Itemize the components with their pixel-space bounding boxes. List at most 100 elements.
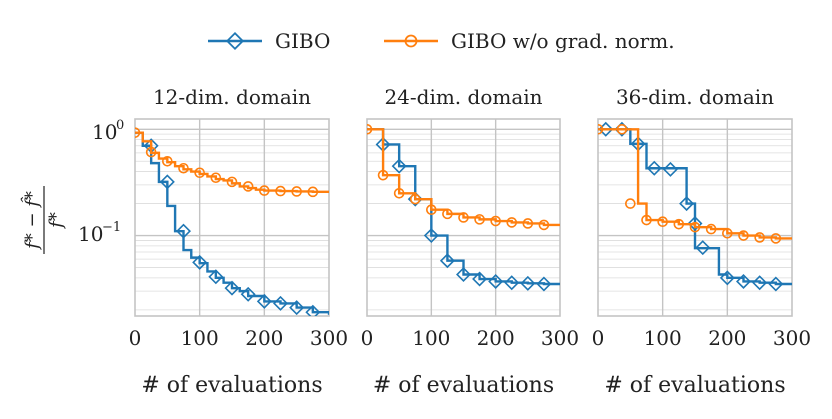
panel-2-marker-gibo-no-norm-10 [522, 218, 534, 229]
panel-3-marker-gibo-8 [719, 270, 735, 286]
panel-2-x-tick-0: 0 [361, 326, 374, 350]
panel-1-marker-gibo-3 [192, 254, 208, 270]
panel-2-marker-gibo-no-norm-7 [474, 214, 485, 225]
panel-1-marker-gibo-no-norm-9 [275, 185, 286, 197]
panel-1-marker-gibo-no-norm-2 [162, 155, 173, 167]
panel-3-x-tick-100: 100 [644, 326, 682, 350]
panel-1-marker-gibo-5 [224, 280, 240, 296]
panel-3-x-tick-300: 300 [773, 326, 811, 350]
panel-3-line-gibo-no-norm [598, 128, 792, 240]
panel-1-line-gibo-no-norm [135, 131, 329, 194]
panel-2-marker-gibo-3 [423, 228, 439, 244]
panel-2-marker-gibo-no-norm-1 [377, 169, 389, 181]
panel-3-marker-gibo-no-norm-6 [689, 221, 701, 233]
panel-2-frame [366, 118, 561, 317]
panel-2-marker-gibo-6 [472, 271, 488, 287]
panel-3-marker-gibo-no-norm-5 [673, 218, 685, 230]
legend-entry-gibo-no-norm: GIBO w/o grad. norm. [384, 29, 675, 53]
panels: 12-dim. domain 0 100 200 300 # of evaluations… [129, 85, 811, 398]
panel-2-marker-gibo-9 [520, 275, 536, 291]
panel-3-frame [597, 118, 793, 317]
panel-2-marker-gibo-no-norm-6 [458, 212, 469, 223]
panel-3-marker-gibo-11 [768, 276, 784, 292]
svg-text:0: 0 [116, 118, 124, 133]
y-axis-label: f* − f̂* f* [20, 186, 67, 254]
panel-1-marker-gibo-no-norm-4 [194, 167, 205, 179]
panel-2-marker-gibo-5 [456, 267, 471, 283]
panel-2-marker-gibo-4 [439, 253, 455, 269]
legend: GIBO GIBO w/o grad. norm. [208, 29, 675, 53]
panel-3-title: 36-dim. domain [616, 85, 774, 109]
legend-entry-gibo: GIBO [208, 29, 330, 53]
panel-1-marker-gibo-no-norm-0 [135, 127, 141, 138]
panel-1-marker-gibo-9 [289, 300, 305, 316]
panel-2-marker-gibo-no-norm-11 [538, 219, 550, 231]
panel-3-marker-gibo-5 [679, 196, 695, 212]
panel-1-x-label: # of evaluations [141, 373, 322, 398]
panel-2-marker-gibo-8 [504, 275, 520, 291]
panel-1-marker-gibo-7 [256, 293, 272, 309]
panel-1-marker-gibo-1 [159, 174, 175, 190]
panel-1-marker-gibo-6 [240, 286, 256, 302]
svg-text:−1: −1 [102, 220, 121, 235]
panel-3-marker-gibo-no-norm-0 [598, 123, 604, 135]
panel-1-marker-gibo-8 [273, 295, 288, 311]
panel-2-x-tick-100: 100 [412, 326, 450, 350]
y-label-numerator: f* − f̂* [20, 191, 43, 251]
panel-3-x-label: # of evaluations [604, 373, 785, 398]
panel-3-marker-gibo-0 [598, 121, 614, 137]
panel-1-marker-gibo-no-norm-7 [242, 181, 254, 192]
panel-1-marker-gibo-no-norm-6 [226, 176, 238, 188]
svg-text:10: 10 [78, 222, 103, 246]
panel-3-marker-gibo-3 [646, 160, 662, 176]
legend-label-gibo: GIBO [275, 29, 330, 53]
panel-2-marker-gibo-0 [375, 136, 391, 152]
panel-1-x-tick-100: 100 [181, 326, 219, 350]
panel-2-marker-gibo-no-norm-5 [442, 208, 453, 220]
panel-1-title: 12-dim. domain [153, 85, 311, 109]
panel-3-marker-gibo-no-norm-10 [754, 232, 765, 243]
legend-label-gibo-no-norm: GIBO w/o grad. norm. [451, 29, 675, 53]
panel-2-marker-gibo-10 [536, 276, 552, 292]
panel-3-marker-gibo-no-norm-9 [738, 230, 749, 241]
y-tick-label-1e-1: 10 −1 [78, 220, 121, 246]
panel-2-x-tick-200: 200 [477, 326, 515, 350]
panel-2-marker-gibo-no-norm-4 [426, 204, 437, 216]
panel-2-marker-gibo-7 [488, 273, 504, 289]
panel-3-marker-gibo-no-norm-1 [616, 123, 628, 135]
panel-1-marker-gibo-no-norm-10 [291, 186, 302, 197]
panel-1-frame [134, 118, 330, 317]
panel-3-marker-gibo-2 [630, 136, 646, 152]
panel-3-x-tick-0: 0 [592, 326, 605, 350]
panel-2: 24-dim. domain 0 100 200 300 # of evaluations [361, 85, 579, 398]
y-tick-label-1e0: 10 0 [92, 118, 124, 144]
panel-1-marker-gibo-no-norm-5 [210, 172, 222, 184]
panel-2-marker-gibo-no-norm-9 [506, 217, 518, 228]
panel-2-title: 24-dim. domain [384, 85, 542, 109]
panel-2-marker-gibo-1 [391, 158, 407, 174]
panel-3-marker-gibo-no-norm-11 [770, 233, 782, 244]
panel-2-marker-gibo-no-norm-2 [393, 187, 405, 199]
y-label-denominator: f* [46, 212, 67, 230]
panel-3: 36-dim. domain 0 100 200 300 # of evaluations [592, 85, 811, 398]
panel-1-marker-gibo-4 [208, 269, 224, 285]
panel-2-marker-gibo-no-norm-3 [409, 193, 421, 205]
svg-text:10: 10 [92, 120, 117, 144]
panel-1-marker-gibo-no-norm-11 [307, 186, 319, 198]
panel-2-x-tick-300: 300 [541, 326, 579, 350]
panel-2-x-label: # of evaluations [373, 373, 554, 398]
panel-1-x-tick-0: 0 [129, 326, 142, 350]
panel-2-marker-gibo-no-norm-8 [490, 215, 501, 227]
panel-1-marker-gibo-10 [305, 304, 321, 316]
panel-1-marker-gibo-no-norm-1 [145, 146, 157, 158]
panel-1-marker-gibo-no-norm-8 [259, 185, 270, 196]
panel-2-marker-gibo-no-norm-0 [367, 123, 373, 135]
panel-3-x-tick-200: 200 [708, 326, 746, 350]
panel-1-marker-gibo-no-norm-3 [178, 162, 189, 174]
panel-3-marker-gibo-9 [736, 273, 751, 289]
panel-3-marker-gibo-no-norm-7 [705, 223, 717, 235]
panel-1-line-gibo [135, 131, 329, 315]
panel-3-marker-gibo-7 [695, 240, 711, 256]
panel-3-marker-gibo-4 [662, 161, 678, 177]
